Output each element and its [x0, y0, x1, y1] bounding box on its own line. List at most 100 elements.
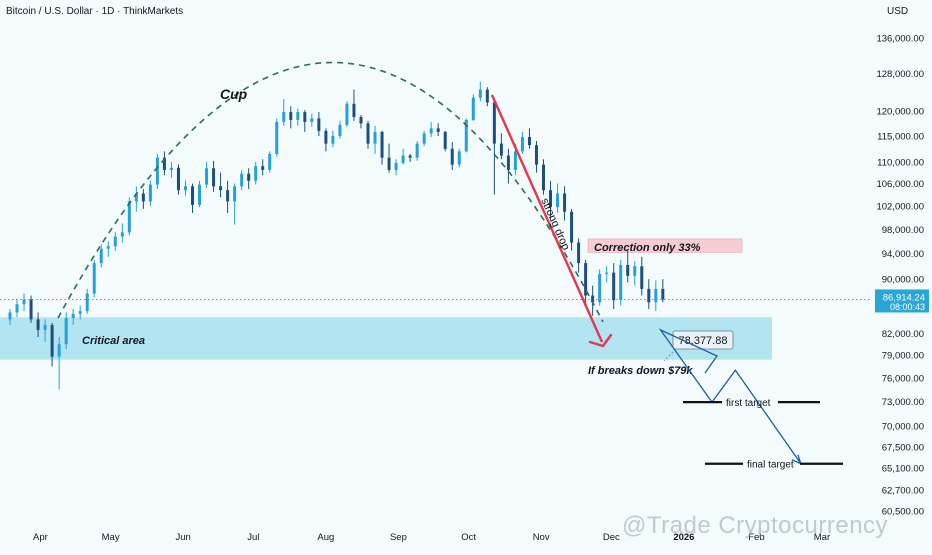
- candle: [436, 123, 440, 136]
- forecast-path: [658, 328, 802, 465]
- candle: [92, 259, 96, 298]
- y-tick-label: 60,500.00: [882, 507, 924, 518]
- candle-body: [654, 288, 658, 303]
- candle-body: [106, 246, 110, 249]
- candle-body: [71, 313, 75, 318]
- candle: [106, 241, 110, 257]
- candle-body: [212, 168, 216, 187]
- candle: [113, 232, 117, 251]
- candle: [296, 108, 300, 126]
- y-tick-label: 82,000.00: [882, 329, 924, 340]
- candle: [471, 94, 475, 121]
- candle-body: [478, 89, 482, 98]
- y-tick-label: 65,100.00: [882, 464, 924, 475]
- candle-body: [450, 148, 454, 165]
- candle: [598, 269, 602, 306]
- y-tick-label: 90,000.00: [882, 275, 924, 286]
- candle-body: [640, 266, 644, 289]
- candle-body: [198, 184, 202, 205]
- candle: [584, 259, 588, 306]
- candle: [148, 180, 152, 206]
- candle: [310, 113, 314, 127]
- x-tick-label: 2026: [673, 532, 694, 543]
- candle: [317, 112, 321, 136]
- candle: [478, 81, 482, 102]
- candle-body: [345, 103, 349, 125]
- candle-body: [633, 266, 637, 276]
- x-tick-label: Nov: [533, 532, 550, 543]
- candle-body: [570, 211, 574, 243]
- candle-body: [443, 131, 447, 149]
- candle: [338, 120, 342, 139]
- candle-body: [57, 344, 61, 357]
- candle-body: [549, 190, 553, 208]
- critical-area-label: Critical area: [82, 335, 145, 347]
- candle-body: [619, 264, 623, 301]
- candle: [303, 110, 307, 132]
- candle: [64, 312, 68, 350]
- x-tick-label: Oct: [461, 532, 476, 543]
- candle-body: [127, 201, 131, 233]
- y-tick-label: 67,500.00: [882, 443, 924, 454]
- candle-body: [134, 193, 138, 202]
- candle-body: [317, 118, 321, 131]
- candle: [15, 298, 19, 318]
- candle: [485, 87, 489, 107]
- y-tick-label: 115,000.00: [877, 131, 924, 142]
- y-tick-label: 136,000.00: [876, 34, 924, 45]
- candle: [443, 130, 447, 152]
- candle: [359, 114, 363, 129]
- candle-body: [436, 128, 440, 132]
- candle: [556, 183, 560, 213]
- candle: [492, 101, 496, 195]
- candle: [183, 180, 187, 196]
- candle-body: [240, 173, 244, 187]
- drop-arrow-line: [490, 94, 604, 343]
- candle: [85, 288, 89, 314]
- candle: [240, 169, 244, 191]
- candle: [520, 131, 524, 154]
- candle-body: [36, 319, 40, 330]
- candle-body: [85, 293, 89, 312]
- candle-body: [422, 133, 426, 144]
- candle-body: [429, 128, 433, 134]
- candle-body: [8, 312, 12, 320]
- candle-body: [492, 102, 496, 144]
- x-tick-label: Mar: [814, 532, 830, 543]
- breakdown-note: If breaks down $79k: [588, 365, 693, 377]
- candle: [176, 164, 180, 195]
- candle: [380, 130, 384, 165]
- candle: [43, 319, 47, 343]
- candle: [415, 141, 419, 161]
- candle: [268, 151, 272, 173]
- x-tick-label: Jun: [175, 532, 190, 543]
- currency-label[interactable]: USD: [887, 6, 909, 17]
- candle: [8, 309, 12, 325]
- candle-body: [577, 242, 581, 264]
- candle: [401, 148, 405, 165]
- candle: [324, 128, 328, 152]
- candle: [499, 133, 503, 160]
- y-tick-label: 73,000.00: [882, 397, 924, 408]
- candle: [549, 180, 553, 221]
- candle-body: [303, 112, 307, 122]
- y-tick-label: 128,000.00: [876, 69, 924, 80]
- candle: [134, 186, 138, 212]
- candle: [22, 293, 26, 312]
- candle: [570, 208, 574, 251]
- candle: [626, 250, 630, 283]
- y-tick-label: 98,000.00: [882, 225, 924, 236]
- candle: [352, 89, 356, 121]
- candle-body: [29, 299, 33, 320]
- candle: [429, 121, 433, 137]
- candle-body: [457, 151, 461, 165]
- x-tick-label: Feb: [748, 532, 764, 543]
- candle-body: [99, 248, 103, 264]
- candle: [647, 279, 651, 310]
- first-target-label: first target: [726, 398, 771, 409]
- candle-body: [296, 112, 300, 120]
- candle-body: [513, 151, 517, 170]
- candle: [205, 161, 209, 188]
